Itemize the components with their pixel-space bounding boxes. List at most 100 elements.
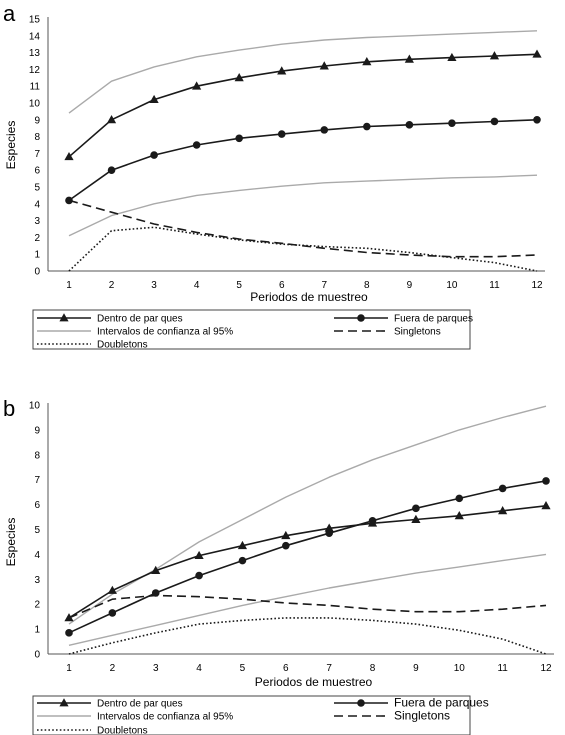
legend-marker-dentro	[59, 698, 69, 707]
y-tick-label: 0	[34, 650, 40, 661]
x-tick-label: 6	[283, 663, 289, 674]
data-point-fuera	[363, 122, 371, 131]
legend-marker-fuera	[357, 699, 365, 707]
y-tick-label: 8	[34, 132, 40, 143]
y-tick-label: 6	[34, 166, 40, 177]
data-point-dentro	[234, 73, 244, 82]
series-line-ci_upper	[68, 30, 538, 114]
data-point-fuera	[498, 484, 507, 493]
x-tick-label: 5	[236, 280, 242, 291]
data-point-fuera	[151, 589, 160, 597]
legend-marker-fuera	[357, 314, 365, 322]
data-point-fuera	[490, 117, 499, 126]
panel-label: b	[3, 396, 15, 421]
y-tick-label: 5	[34, 183, 40, 194]
data-point-fuera	[412, 504, 420, 513]
y-tick-label: 3	[34, 575, 40, 586]
y-axis-label: Especies	[4, 518, 18, 567]
series-singletons	[68, 594, 547, 619]
x-tick-label: 5	[240, 663, 246, 674]
data-point-dentro	[498, 506, 508, 515]
series-line-ci_lower	[68, 553, 547, 646]
data-point-fuera	[277, 130, 286, 138]
legend-box	[32, 695, 471, 735]
legend-label-ci_upper: Intervalos de confianza al 95%	[97, 712, 233, 723]
x-tick-label: 1	[66, 280, 72, 291]
data-point-fuera	[195, 571, 203, 580]
y-tick-label: 0	[34, 267, 40, 278]
y-tick-label: 2	[34, 600, 40, 611]
series-fuera	[65, 116, 541, 205]
y-tick-label: 12	[29, 65, 41, 76]
x-tick-label: 8	[370, 663, 376, 674]
data-point-fuera	[238, 556, 247, 565]
data-point-dentro	[411, 514, 421, 523]
series-line-ci_upper	[68, 405, 547, 625]
y-tick-label: 11	[30, 82, 41, 93]
series-ci_lower	[68, 174, 538, 237]
legend-label-doubletons: Doubletons	[97, 726, 148, 735]
data-point-dentro	[404, 54, 414, 63]
legend-label-singletons: Singletons	[394, 327, 441, 338]
series-fuera	[65, 477, 550, 637]
data-point-dentro	[454, 511, 464, 520]
legend-label-singletons: Singletons	[394, 709, 450, 723]
x-tick-label: 11	[489, 280, 500, 291]
x-axis-label: Periodos de muestreo	[250, 290, 368, 304]
chart-panel-b: b 0 1 2 3 4 5 6 7 8 9 10 1 2 3 4 5 6 7 8 9 10 11 12 Periodos de …	[0, 392, 565, 735]
panel-label: a	[3, 1, 16, 26]
data-point-dentro	[489, 51, 500, 60]
data-point-dentro	[277, 66, 287, 75]
y-tick-label: 9	[34, 115, 40, 126]
series-line-doubletons	[68, 617, 547, 655]
x-tick-label: 7	[326, 663, 332, 674]
data-point-fuera	[533, 116, 541, 124]
data-point-dentro	[64, 613, 74, 622]
x-tick-label: 1	[66, 663, 72, 674]
data-point-dentro	[192, 81, 202, 90]
series-line-fuera	[68, 119, 538, 202]
x-tick-label: 12	[540, 663, 552, 674]
legend: Dentro de par ques Intervalos de confianz…	[32, 309, 473, 351]
data-point-fuera	[235, 134, 243, 143]
series-ci_upper	[68, 405, 547, 625]
x-tick-label: 6	[279, 280, 285, 291]
data-point-fuera	[320, 126, 329, 134]
data-point-fuera	[150, 151, 158, 159]
data-point-fuera	[455, 494, 464, 503]
data-point-dentro	[107, 585, 117, 594]
legend: Dentro de par ques Intervalos de confianz…	[32, 695, 489, 735]
x-tick-label: 4	[196, 663, 202, 674]
series-line-singletons	[68, 594, 547, 619]
y-axis-label: Especies	[4, 121, 18, 170]
series-line-dentro	[68, 505, 547, 619]
x-tick-label: 8	[364, 280, 370, 291]
data-point-dentro	[367, 518, 378, 527]
y-tick-label: 5	[34, 525, 40, 536]
y-tick-label: 1	[34, 625, 40, 636]
y-tick-label: 2	[34, 233, 40, 244]
chart-panel-a: a 0 1 2 3 4 5 6 7 8 9 10 11 12 13 14 15 1 2 3 4 5 6 7 8 9 10 11 12 Pe…	[0, 0, 565, 360]
data-point-dentro	[362, 57, 372, 66]
series-dentro	[64, 49, 542, 161]
y-tick-label: 3	[34, 216, 40, 227]
x-tick-label: 10	[446, 280, 458, 291]
series-line-dentro	[68, 53, 538, 158]
x-axis-label: Periodos de muestreo	[255, 675, 373, 689]
x-tick-label: 3	[151, 280, 157, 291]
y-tick-label: 4	[34, 199, 40, 210]
y-tick-label: 14	[29, 31, 41, 42]
data-point-fuera	[542, 477, 550, 485]
data-point-fuera	[107, 166, 116, 174]
data-point-fuera	[405, 121, 414, 129]
data-point-dentro	[532, 49, 542, 58]
x-tick-label: 3	[153, 663, 159, 674]
data-point-fuera	[65, 196, 73, 205]
data-point-fuera	[65, 629, 73, 637]
x-tick-label: 12	[531, 280, 543, 291]
series-line-singletons	[68, 199, 538, 258]
